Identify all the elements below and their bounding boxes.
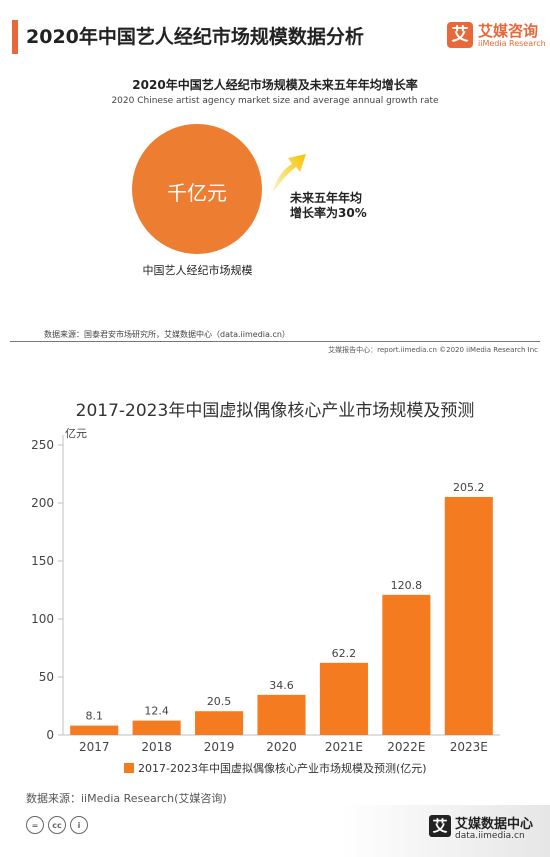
y-tick-label: 150 xyxy=(31,554,54,568)
bar xyxy=(257,694,306,735)
panel-divider xyxy=(10,341,540,342)
panel-footer: 艾媒报告中心：report.iimedia.cn ©2020 iiMedia R… xyxy=(328,346,538,354)
legend-label: 2017-2023年中国虚拟偶像核心产业市场规模及预测(亿元) xyxy=(138,762,427,775)
panel-data-source: 数据来源：国泰君安市场研究所，艾媒数据中心（data.iimedia.cn） xyxy=(44,330,290,339)
y-tick-label: 0 xyxy=(46,728,54,742)
bar xyxy=(70,725,119,735)
x-tick-label: 2019 xyxy=(204,740,235,754)
x-tick-label: 2018 xyxy=(141,740,172,754)
y-tick-label: 200 xyxy=(31,496,54,510)
title-accent-bar xyxy=(12,20,18,54)
x-tick-label: 2021E xyxy=(325,740,363,754)
market-size-label: 中国艺人经纪市场规模 xyxy=(142,264,253,277)
bar xyxy=(195,711,244,735)
cc-license-icon: cc xyxy=(48,816,66,834)
chart-title: 2017-2023年中国虚拟偶像核心产业市场规模及预测 xyxy=(75,401,475,421)
market-size-value: 千亿元 xyxy=(167,181,227,205)
data-label: 62.2 xyxy=(332,647,357,660)
chart-data-source: 数据来源：iiMedia Research(艾媒咨询) xyxy=(26,792,227,805)
data-label: 20.5 xyxy=(207,695,232,708)
data-center-name: 艾媒数据中心 xyxy=(455,817,534,832)
nd-license-icon: = xyxy=(26,816,44,834)
market-size-panel: 2020年中国艺人经纪市场规模数据分析 艾 艾媒咨询 iiMedia Resea… xyxy=(0,0,550,355)
data-label: 205.2 xyxy=(453,481,485,494)
y-tick-label: 100 xyxy=(31,612,54,626)
y-tick-label: 50 xyxy=(39,670,54,684)
x-tick-label: 2017 xyxy=(79,740,110,754)
bar xyxy=(382,594,431,735)
data-label: 8.1 xyxy=(85,710,103,723)
data-label: 12.4 xyxy=(144,705,169,718)
bar-chart: 0 50 100 150 200 250 亿元 8.1 2017 12.4 2018 20.5 2019… xyxy=(31,427,500,754)
growth-rate-line2: 增长率为30% xyxy=(290,206,367,220)
page-title: 2020年中国艺人经纪市场规模数据分析 xyxy=(26,26,364,48)
panel-title-cn: 2020年中国艺人经纪市场规模及未来五年年均增长率 xyxy=(132,78,418,92)
license-icons: = cc i xyxy=(26,816,88,834)
legend-swatch xyxy=(124,763,134,773)
growth-rate-line1: 未来五年年均 xyxy=(290,191,363,205)
x-tick-label: 2022E xyxy=(387,740,425,754)
panel-title-en: 2020 Chinese artist agency market size a… xyxy=(111,96,439,106)
bar xyxy=(444,496,493,735)
data-center-url: data.iimedia.cn xyxy=(455,831,525,841)
by-license-icon: i xyxy=(70,816,88,834)
y-axis-unit: 亿元 xyxy=(65,427,87,440)
market-size-circle xyxy=(132,124,262,254)
data-center-logo-icon: 艾 xyxy=(429,815,451,837)
growth-arrow-icon xyxy=(272,154,306,194)
x-tick-label: 2023E xyxy=(450,740,488,754)
brand-name: 艾媒咨询 xyxy=(478,22,539,40)
x-tick-label: 2020 xyxy=(266,740,297,754)
bar xyxy=(319,662,368,735)
iimedia-logo-icon: 艾 xyxy=(447,22,473,48)
y-tick-label: 250 xyxy=(31,438,54,452)
data-label: 120.8 xyxy=(391,579,423,592)
data-label: 34.6 xyxy=(269,679,294,692)
brand-name-en: iiMedia Research xyxy=(478,39,546,48)
bar xyxy=(132,720,181,735)
